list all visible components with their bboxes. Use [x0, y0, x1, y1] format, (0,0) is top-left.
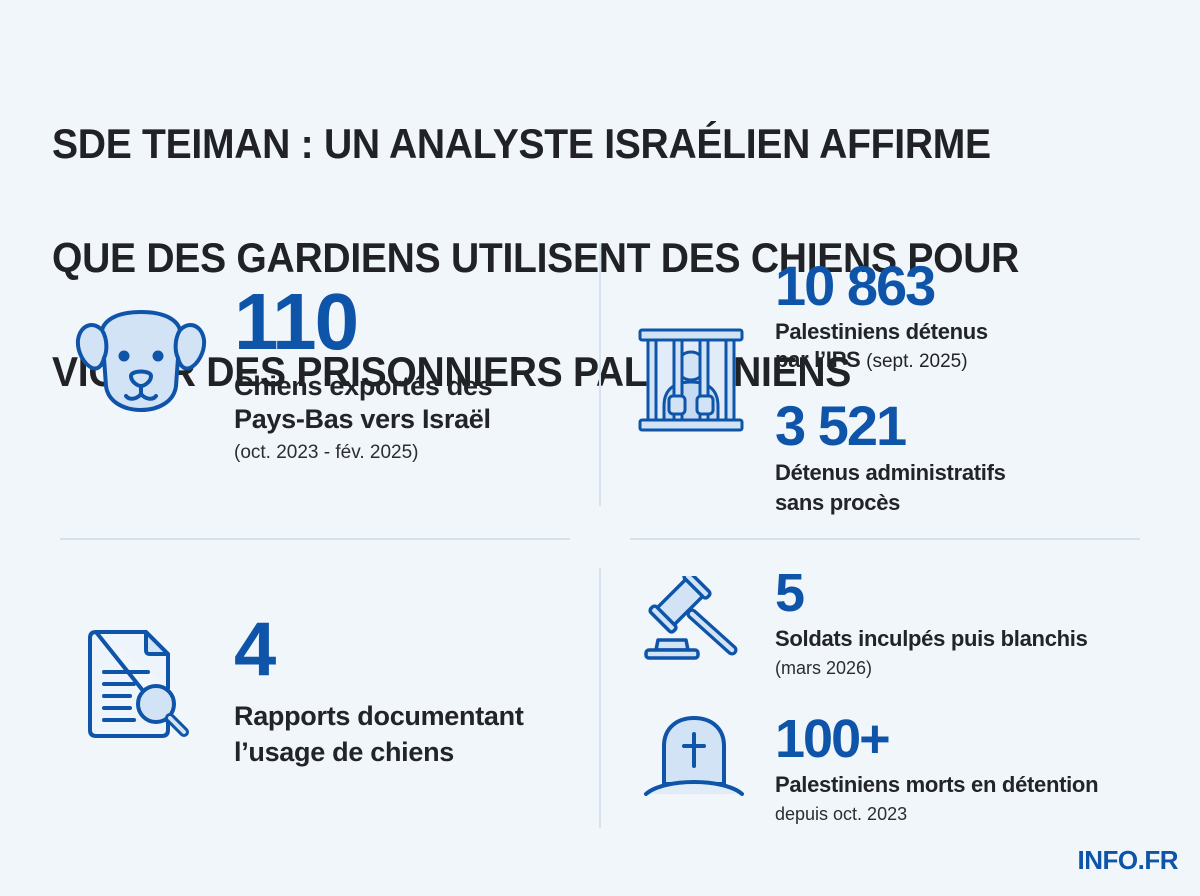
vertical-divider-bottom — [599, 568, 601, 828]
headline-line-1: SDE TEIMAN : UN ANALYSTE ISRAÉLIEN AFFIR… — [52, 120, 991, 167]
headline-line-3: VIOLER DES PRISONNIERS PALESTINIENS — [52, 348, 852, 395]
stat-soldiers-label-1: Soldats inculpés puis blanchis — [775, 626, 1088, 651]
stat-administrative-value: 3 521 — [775, 394, 907, 457]
stat-soldiers-note: (mars 2026) — [775, 658, 873, 678]
stat-soldiers-value: 5 — [775, 563, 805, 623]
dog-icon — [74, 306, 208, 414]
stat-reports-value: 4 — [234, 607, 276, 692]
stat-deaths-note: depuis oct. 2023 — [775, 804, 908, 824]
prison-bars-icon — [636, 326, 746, 434]
brand-logo: INFO.FR — [1077, 845, 1179, 875]
stat-detained-label-2-text: par l’IPS — [775, 347, 861, 372]
stat-soldiers: 5 Soldats inculpés puis blanchis (mars 2… — [775, 566, 1088, 682]
stat-deaths-label-1: Palestiniens morts en détention — [775, 772, 1099, 797]
stat-dogs: 110 Chiens exportés des Pays-Bas vers Is… — [234, 277, 493, 468]
horizontal-divider-left — [60, 538, 570, 540]
horizontal-divider-right — [630, 538, 1140, 540]
stat-deaths: 100+ Palestiniens morts en détention dep… — [775, 709, 1099, 828]
stat-administrative-label-1: Détenus administratifs — [775, 460, 1006, 485]
stat-detained: 10 863 Palestiniens détenus par l’IPS (s… — [775, 258, 988, 376]
stat-detained-label-1: Palestiniens détenus — [775, 319, 988, 344]
stat-detained-label-2: par l’IPS (sept. 2025) — [775, 346, 988, 376]
stat-dogs-value: 110 — [234, 277, 359, 366]
stat-dogs-label-1: Chiens exportés des — [234, 371, 493, 401]
document-search-icon — [84, 626, 196, 742]
headline-line-2: QUE DES GARDIENS UTILISENT DES CHIENS PO… — [52, 234, 1020, 281]
stat-administrative-label-2: sans procès — [775, 490, 901, 515]
stat-detained-value: 10 863 — [775, 254, 936, 317]
vertical-divider-top — [599, 244, 601, 506]
stat-reports: 4 Rapports documentant l’usage de chiens — [234, 612, 524, 770]
stat-administrative: 3 521 Détenus administratifs sans procès — [775, 398, 1006, 518]
stat-detained-note: (sept. 2025) — [866, 351, 968, 372]
stat-dogs-note: (oct. 2023 - fév. 2025) — [234, 442, 419, 463]
stat-reports-label-1: Rapports documentant — [234, 701, 524, 731]
gavel-icon — [640, 576, 744, 660]
stat-dogs-label-2: Pays-Bas vers Israël — [234, 404, 491, 434]
tombstone-icon — [644, 714, 744, 796]
stat-reports-label-2: l’usage de chiens — [234, 737, 454, 767]
stat-deaths-value: 100+ — [775, 709, 891, 769]
headline: SDE TEIMAN : UN ANALYSTE ISRAÉLIEN AFFIR… — [52, 58, 1084, 457]
